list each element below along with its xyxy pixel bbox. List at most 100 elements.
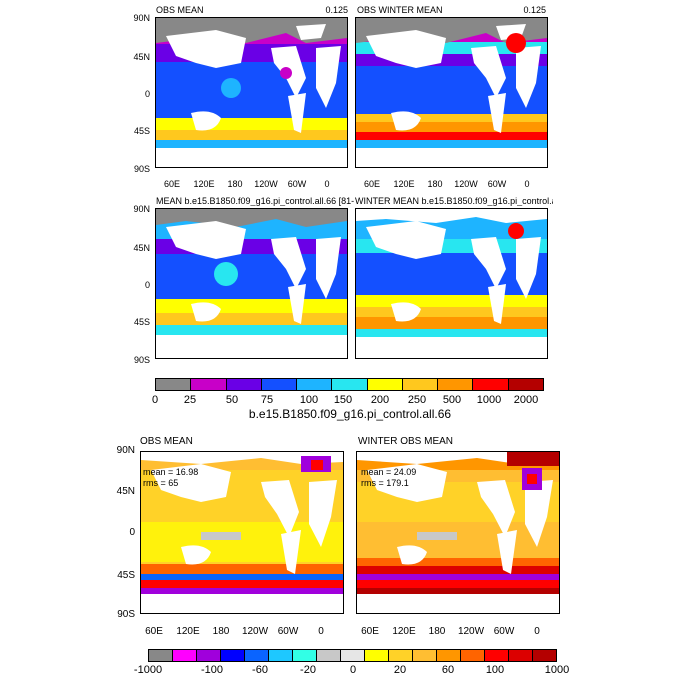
- colorbar-bottom-label: -20: [300, 664, 316, 676]
- colorbar-bottom-swatch: [389, 650, 413, 661]
- diff-winter-obs-mean-lon-3: 120W: [457, 626, 485, 637]
- diff-obs-mean-lon-2: 180: [212, 626, 230, 637]
- diff-obs-mean-mean: mean = 16.98: [143, 467, 199, 477]
- colorbar-top-swatch: [332, 379, 368, 390]
- colorbar-top-label: 25: [183, 394, 197, 406]
- colorbar-top-label: 150: [333, 394, 353, 406]
- colorbar-bottom-swatch: [221, 650, 245, 661]
- colorbar-bottom-swatch: [533, 650, 556, 661]
- colorbar-top: [155, 378, 544, 391]
- colorbar-bottom-swatch: [173, 650, 197, 661]
- colorbar-bottom-label: 60: [441, 664, 455, 676]
- model-winter-mean-svg: [356, 209, 547, 358]
- diff-winter-obs-mean-svg: [357, 452, 559, 613]
- model-mean-lat-1: 45N: [133, 243, 150, 253]
- colorbar-bottom-swatch: [293, 650, 317, 661]
- diff-obs-mean-title: OBS MEAN: [140, 436, 193, 447]
- diff-winter-obs-mean-map: [356, 451, 560, 614]
- colorbar-top-label: 200: [370, 394, 390, 406]
- diff-obs-mean-lon-4: 60W: [277, 626, 299, 637]
- colorbar-top-label: 2000: [513, 394, 539, 406]
- colorbar-top-label: 100: [299, 394, 319, 406]
- colorbar-top-label: 1000: [476, 394, 502, 406]
- obs-winter-mean-lon-1: 120E: [393, 179, 415, 189]
- colorbar-top-swatch: [261, 379, 298, 390]
- colorbar-bottom-label: -60: [252, 664, 268, 676]
- obs-mean-svg: [156, 18, 347, 167]
- colorbar-bottom-swatch: [365, 650, 389, 661]
- colorbar-bottom-swatch: [437, 650, 461, 661]
- diff-winter-obs-mean-rms: rms = 179.1: [361, 478, 409, 488]
- colorbar-top-label: 500: [442, 394, 462, 406]
- diff-obs-mean-lon-1: 120E: [176, 626, 200, 637]
- obs-mean-lon-4: 60W: [287, 179, 307, 189]
- diff-winter-obs-mean-mean: mean = 24.09: [361, 467, 417, 477]
- diff-obs-mean-lon-0: 60E: [145, 626, 163, 637]
- obs-winter-mean-lon-3: 120W: [454, 179, 478, 189]
- diff-obs-mean-lon-5: 0: [318, 626, 324, 637]
- diff-obs-mean-lat-3: 45S: [117, 570, 135, 581]
- colorbar-bottom-label: 1000: [544, 664, 570, 676]
- obs-mean-lon-1: 120E: [193, 179, 215, 189]
- obs-winter-mean-value: 0.125: [523, 5, 546, 15]
- model-mean-title: MEAN b.e15.B1850.f09_g16.pi_control.all.…: [156, 196, 354, 206]
- diff-obs-mean-lat-2: 0: [129, 527, 135, 538]
- model-mean-lat-2: 0: [144, 280, 150, 290]
- colorbar-top-label: 75: [260, 394, 274, 406]
- colorbar-top-label: 50: [225, 394, 239, 406]
- obs-winter-mean-lon-0: 60E: [363, 179, 380, 189]
- colorbar-bottom-swatch: [461, 650, 485, 661]
- obs-mean-lon-3: 120W: [254, 179, 278, 189]
- model-winter-mean-title: WINTER MEAN b.e15.B1850.f09_g16.pi_contr…: [355, 196, 553, 206]
- diff-winter-obs-mean-lon-0: 60E: [361, 626, 379, 637]
- colorbar-bottom: [148, 649, 557, 662]
- colorbar-top-swatch: [297, 379, 333, 390]
- diff-winter-obs-mean-lon-1: 120E: [392, 626, 416, 637]
- obs-winter-mean-title: OBS WINTER MEAN: [357, 5, 443, 15]
- obs-mean-lat-1: 45N: [133, 52, 150, 62]
- obs-mean-lat-0: 90N: [133, 13, 150, 23]
- obs-winter-mean-lon-5: 0: [524, 179, 530, 189]
- diff-winter-obs-mean-lon-2: 180: [428, 626, 446, 637]
- colorbar-bottom-label: 100: [485, 664, 505, 676]
- colorbar-top-label: 0: [151, 394, 159, 406]
- obs-winter-mean-svg: [356, 18, 547, 167]
- obs-mean-title: OBS MEAN: [156, 5, 204, 15]
- obs-mean-value: 0.125: [325, 5, 348, 15]
- model-mean-svg: [156, 209, 347, 358]
- colorbar-top-title: b.e15.B1850.f09_g16.pi_control.all.66: [248, 407, 452, 421]
- colorbar-bottom-swatch: [341, 650, 365, 661]
- model-mean-lat-4: 90S: [133, 355, 150, 365]
- model-mean-lat-0: 90N: [133, 204, 150, 214]
- colorbar-top-swatch: [156, 379, 192, 390]
- colorbar-bottom-swatch: [269, 650, 293, 661]
- diff-winter-obs-mean-lon-4: 60W: [493, 626, 515, 637]
- diff-obs-mean-lat-1: 45N: [116, 486, 135, 497]
- colorbar-bottom-swatch: [509, 650, 533, 661]
- colorbar-bottom-label: -100: [200, 664, 224, 676]
- obs-mean-lat-3: 45S: [133, 126, 150, 136]
- colorbar-top-swatch: [438, 379, 474, 390]
- colorbar-bottom-swatch: [485, 650, 509, 661]
- colorbar-bottom-swatch: [317, 650, 341, 661]
- obs-winter-mean-map: [355, 17, 548, 168]
- diff-obs-mean-svg: [141, 452, 343, 613]
- obs-mean-map: [155, 17, 348, 168]
- colorbar-top-swatch: [367, 379, 403, 390]
- obs-mean-lat-4: 90S: [133, 164, 150, 174]
- colorbar-top-swatch: [473, 379, 509, 390]
- obs-winter-mean-lon-2: 180: [427, 179, 443, 189]
- obs-mean-lat-2: 0: [144, 89, 150, 99]
- diff-obs-mean-map: [140, 451, 344, 614]
- obs-winter-mean-lon-4: 60W: [487, 179, 507, 189]
- colorbar-bottom-swatch: [245, 650, 269, 661]
- colorbar-bottom-label: 0: [349, 664, 357, 676]
- colorbar-bottom-swatch: [413, 650, 437, 661]
- obs-mean-lon-2: 180: [227, 179, 243, 189]
- colorbar-bottom-label: 20: [393, 664, 407, 676]
- model-winter-mean-map: [355, 208, 548, 359]
- colorbar-bottom-label: -1000: [133, 664, 163, 676]
- colorbar-bottom-swatch: [149, 650, 173, 661]
- obs-mean-lon-5: 0: [324, 179, 330, 189]
- colorbar-top-label: 250: [407, 394, 427, 406]
